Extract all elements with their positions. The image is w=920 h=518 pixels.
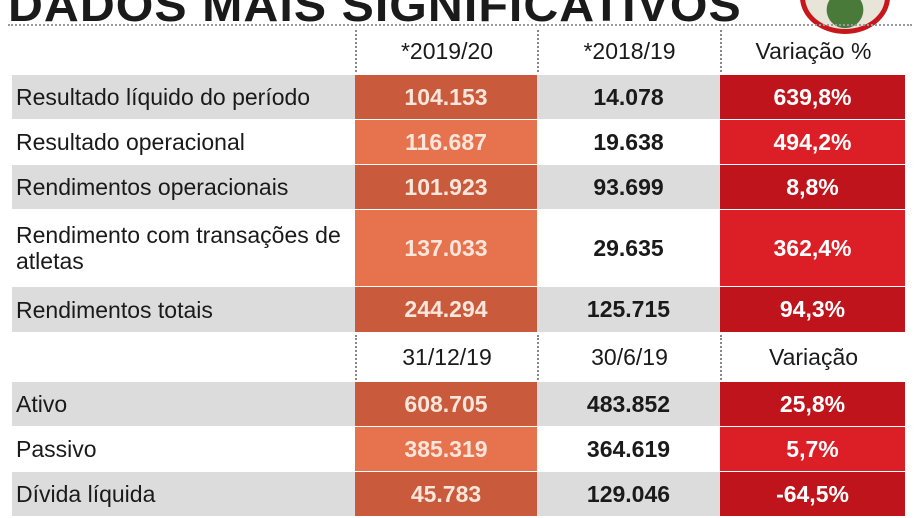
variation: 362,4% (720, 210, 905, 286)
table-row: Dívida líquida 45.783 129.046 -64,5% (12, 472, 905, 516)
col-header: 30/6/19 (537, 335, 720, 380)
variation: 5,7% (720, 427, 905, 471)
variation: 8,8% (720, 165, 905, 209)
table-row: Ativo 608.705 483.852 25,8% (12, 382, 905, 426)
row-label: Rendimento com transações de atletas (16, 222, 341, 274)
col-header: *2018/19 (537, 30, 720, 72)
row-label: Passivo (16, 436, 97, 462)
col-header: *2019/20 (355, 30, 537, 72)
row-label: Resultado líquido do período (16, 84, 311, 110)
table-row: Rendimentos totais 244.294 125.715 94,3% (12, 287, 905, 332)
divider (8, 24, 912, 26)
value-30-6-19: 129.046 (586, 480, 671, 507)
table-row: Resultado operacional 116.687 19.638 494… (12, 120, 905, 164)
row-label: Resultado operacional (16, 129, 245, 155)
value-2018-19: 93.699 (593, 173, 664, 200)
col-header: 31/12/19 (355, 335, 537, 380)
variation: -64,5% (720, 472, 905, 516)
value-2018-19: 19.638 (593, 128, 664, 155)
row-label: Rendimentos totais (16, 296, 213, 323)
table-row: Passivo 385.319 364.619 5,7% (12, 427, 905, 471)
page-title: DADOS MAIS SIGNIFICATIVOS (8, 0, 742, 31)
value-2019-20: 116.687 (355, 120, 537, 164)
value-30-6-19: 364.619 (586, 435, 671, 462)
variation: 639,8% (720, 75, 905, 119)
header-row-2: 31/12/19 30/6/19 Variação (12, 335, 905, 380)
table-row: Resultado líquido do período 104.153 14.… (12, 75, 905, 119)
table-row: Rendimentos operacionais 101.923 93.699 … (12, 165, 905, 209)
value-31-12-19: 385.319 (355, 427, 537, 471)
variation: 494,2% (720, 120, 905, 164)
row-label: Dívida líquida (16, 481, 156, 507)
value-2019-20: 137.033 (355, 210, 537, 286)
row-label: Ativo (16, 391, 68, 417)
row-label: Rendimentos operacionais (16, 174, 289, 200)
value-31-12-19: 608.705 (355, 382, 537, 426)
value-2019-20: 244.294 (355, 287, 537, 332)
header-row-1: *2019/20 *2018/19 Variação % (12, 30, 905, 72)
value-2019-20: 104.153 (355, 75, 537, 119)
col-header: Variação (720, 335, 905, 380)
value-31-12-19: 45.783 (355, 472, 537, 516)
col-header: Variação % (720, 30, 905, 72)
value-2018-19: 125.715 (586, 296, 671, 322)
table-row: Rendimento com transações de atletas 137… (12, 210, 905, 286)
value-2018-19: 29.635 (593, 234, 664, 261)
value-30-6-19: 483.852 (586, 390, 671, 417)
value-2019-20: 101.923 (355, 165, 537, 209)
variation: 25,8% (720, 382, 905, 426)
club-logo (800, 0, 890, 34)
variation: 94,3% (720, 287, 905, 332)
value-2018-19: 14.078 (593, 83, 664, 110)
